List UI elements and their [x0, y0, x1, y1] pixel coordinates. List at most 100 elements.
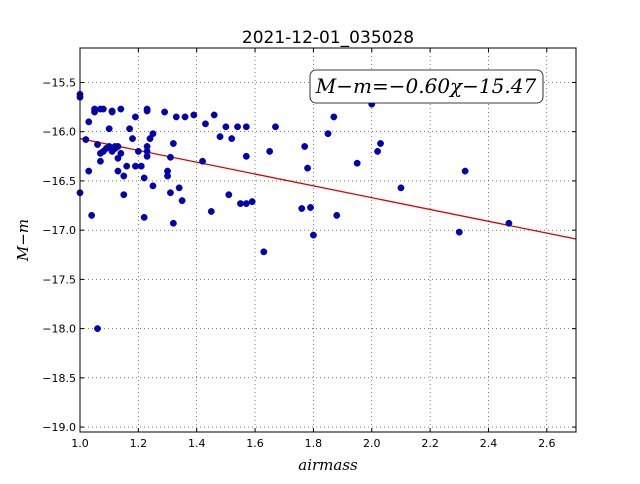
data-point: [117, 149, 125, 157]
y-tick-label: −16.5: [42, 175, 76, 188]
data-point: [353, 159, 361, 167]
fit-line-group: [79, 137, 577, 240]
y-tick-label: −15.5: [42, 76, 76, 89]
data-point: [132, 113, 139, 121]
y-axis-label: M−m: [14, 219, 32, 262]
data-point: [225, 191, 233, 199]
data-point: [149, 130, 157, 138]
x-tick-labels: 1.0 1.2 1.4 1.6 1.8 2.0 2.2 2.4 2.6: [71, 437, 555, 450]
data-point: [301, 143, 309, 150]
data-point: [330, 113, 338, 121]
x-tick-label: 1.6: [246, 437, 264, 450]
chart-title: 2021-12-01_035028: [242, 28, 414, 48]
x-tick-label: 1.0: [71, 437, 89, 450]
data-point: [114, 143, 122, 150]
data-point: [228, 135, 236, 142]
y-tick-label: −17.0: [42, 224, 76, 237]
data-point: [149, 182, 157, 190]
data-point: [333, 211, 341, 219]
data-point: [505, 219, 513, 227]
data-point: [210, 111, 218, 119]
data-point: [99, 105, 107, 113]
y-tick-label: −18.0: [42, 323, 76, 336]
data-point: [199, 157, 206, 165]
data-point: [222, 123, 230, 131]
y-tick-label: −18.5: [42, 372, 76, 385]
data-point: [140, 213, 148, 221]
data-point: [377, 140, 384, 147]
data-point: [143, 107, 151, 115]
plot-frame: [79, 47, 577, 433]
data-point: [120, 172, 128, 180]
data-point: [164, 172, 171, 180]
data-point: [105, 125, 113, 133]
data-point: [123, 162, 131, 170]
data-point: [137, 162, 145, 170]
data-point: [97, 157, 104, 165]
data-point: [260, 248, 268, 256]
fit-equation-box: M−m=−0.60χ−15.47: [309, 69, 544, 104]
x-tick-label: 1.8: [305, 437, 323, 450]
data-point: [85, 118, 93, 126]
data-point: [169, 219, 177, 227]
axis-ticks: [79, 48, 576, 432]
x-tick-label: 1.4: [188, 437, 206, 450]
data-point: [114, 167, 122, 175]
data-point: [167, 153, 174, 161]
data-point: [169, 140, 177, 147]
data-point: [461, 167, 469, 175]
data-point: [202, 120, 209, 128]
data-point: [82, 136, 90, 143]
data-point: [242, 200, 250, 207]
data-point: [242, 152, 250, 160]
y-tick-label: −19.0: [42, 421, 76, 434]
x-tick-label: 1.2: [130, 437, 148, 450]
fit-equation-label: M−m=−0.60χ−15.47: [315, 74, 537, 98]
data-point: [172, 113, 180, 121]
data-point: [175, 184, 183, 192]
data-point: [190, 111, 198, 119]
x-tick-label: 2.6: [538, 437, 556, 450]
data-point: [88, 211, 96, 219]
data-point: [455, 228, 463, 236]
data-point: [207, 208, 215, 215]
data-point: [248, 198, 256, 206]
data-point: [266, 147, 274, 155]
data-point: [178, 197, 186, 205]
data-point: [161, 108, 169, 116]
data-point: [120, 191, 128, 199]
y-tick-label: −16.0: [42, 126, 76, 139]
data-point: [181, 113, 189, 121]
y-tick-labels: −15.5 −16.0 −16.5 −17.0 −17.5 −18.0 −18.5 −19.0: [42, 76, 76, 434]
data-point: [132, 162, 139, 170]
data-point: [94, 325, 101, 333]
data-point: [374, 147, 381, 155]
data-point: [397, 184, 405, 192]
data-point: [167, 189, 174, 197]
data-point: [108, 108, 116, 116]
data-point: [237, 200, 244, 207]
data-point: [129, 135, 136, 142]
data-point: [126, 125, 134, 133]
data-point: [304, 164, 311, 172]
data-point: [94, 141, 101, 148]
data-point: [242, 123, 250, 131]
data-point: [216, 133, 224, 141]
x-tick-label: 2.2: [421, 437, 439, 450]
data-point: [91, 105, 98, 113]
data-point: [117, 105, 125, 113]
x-tick-label: 2.4: [480, 437, 498, 450]
fit-line: [79, 137, 577, 240]
data-point: [324, 130, 332, 138]
data-point: [298, 205, 306, 212]
x-tick-label: 2.0: [363, 437, 381, 450]
data-point: [143, 152, 151, 160]
data-point: [140, 174, 148, 182]
x-axis-label: airmass: [298, 456, 358, 474]
data-point: [272, 123, 279, 131]
data-points: [76, 90, 513, 333]
data-point: [85, 167, 93, 175]
data-point: [310, 231, 317, 239]
y-tick-label: −17.5: [42, 273, 76, 286]
